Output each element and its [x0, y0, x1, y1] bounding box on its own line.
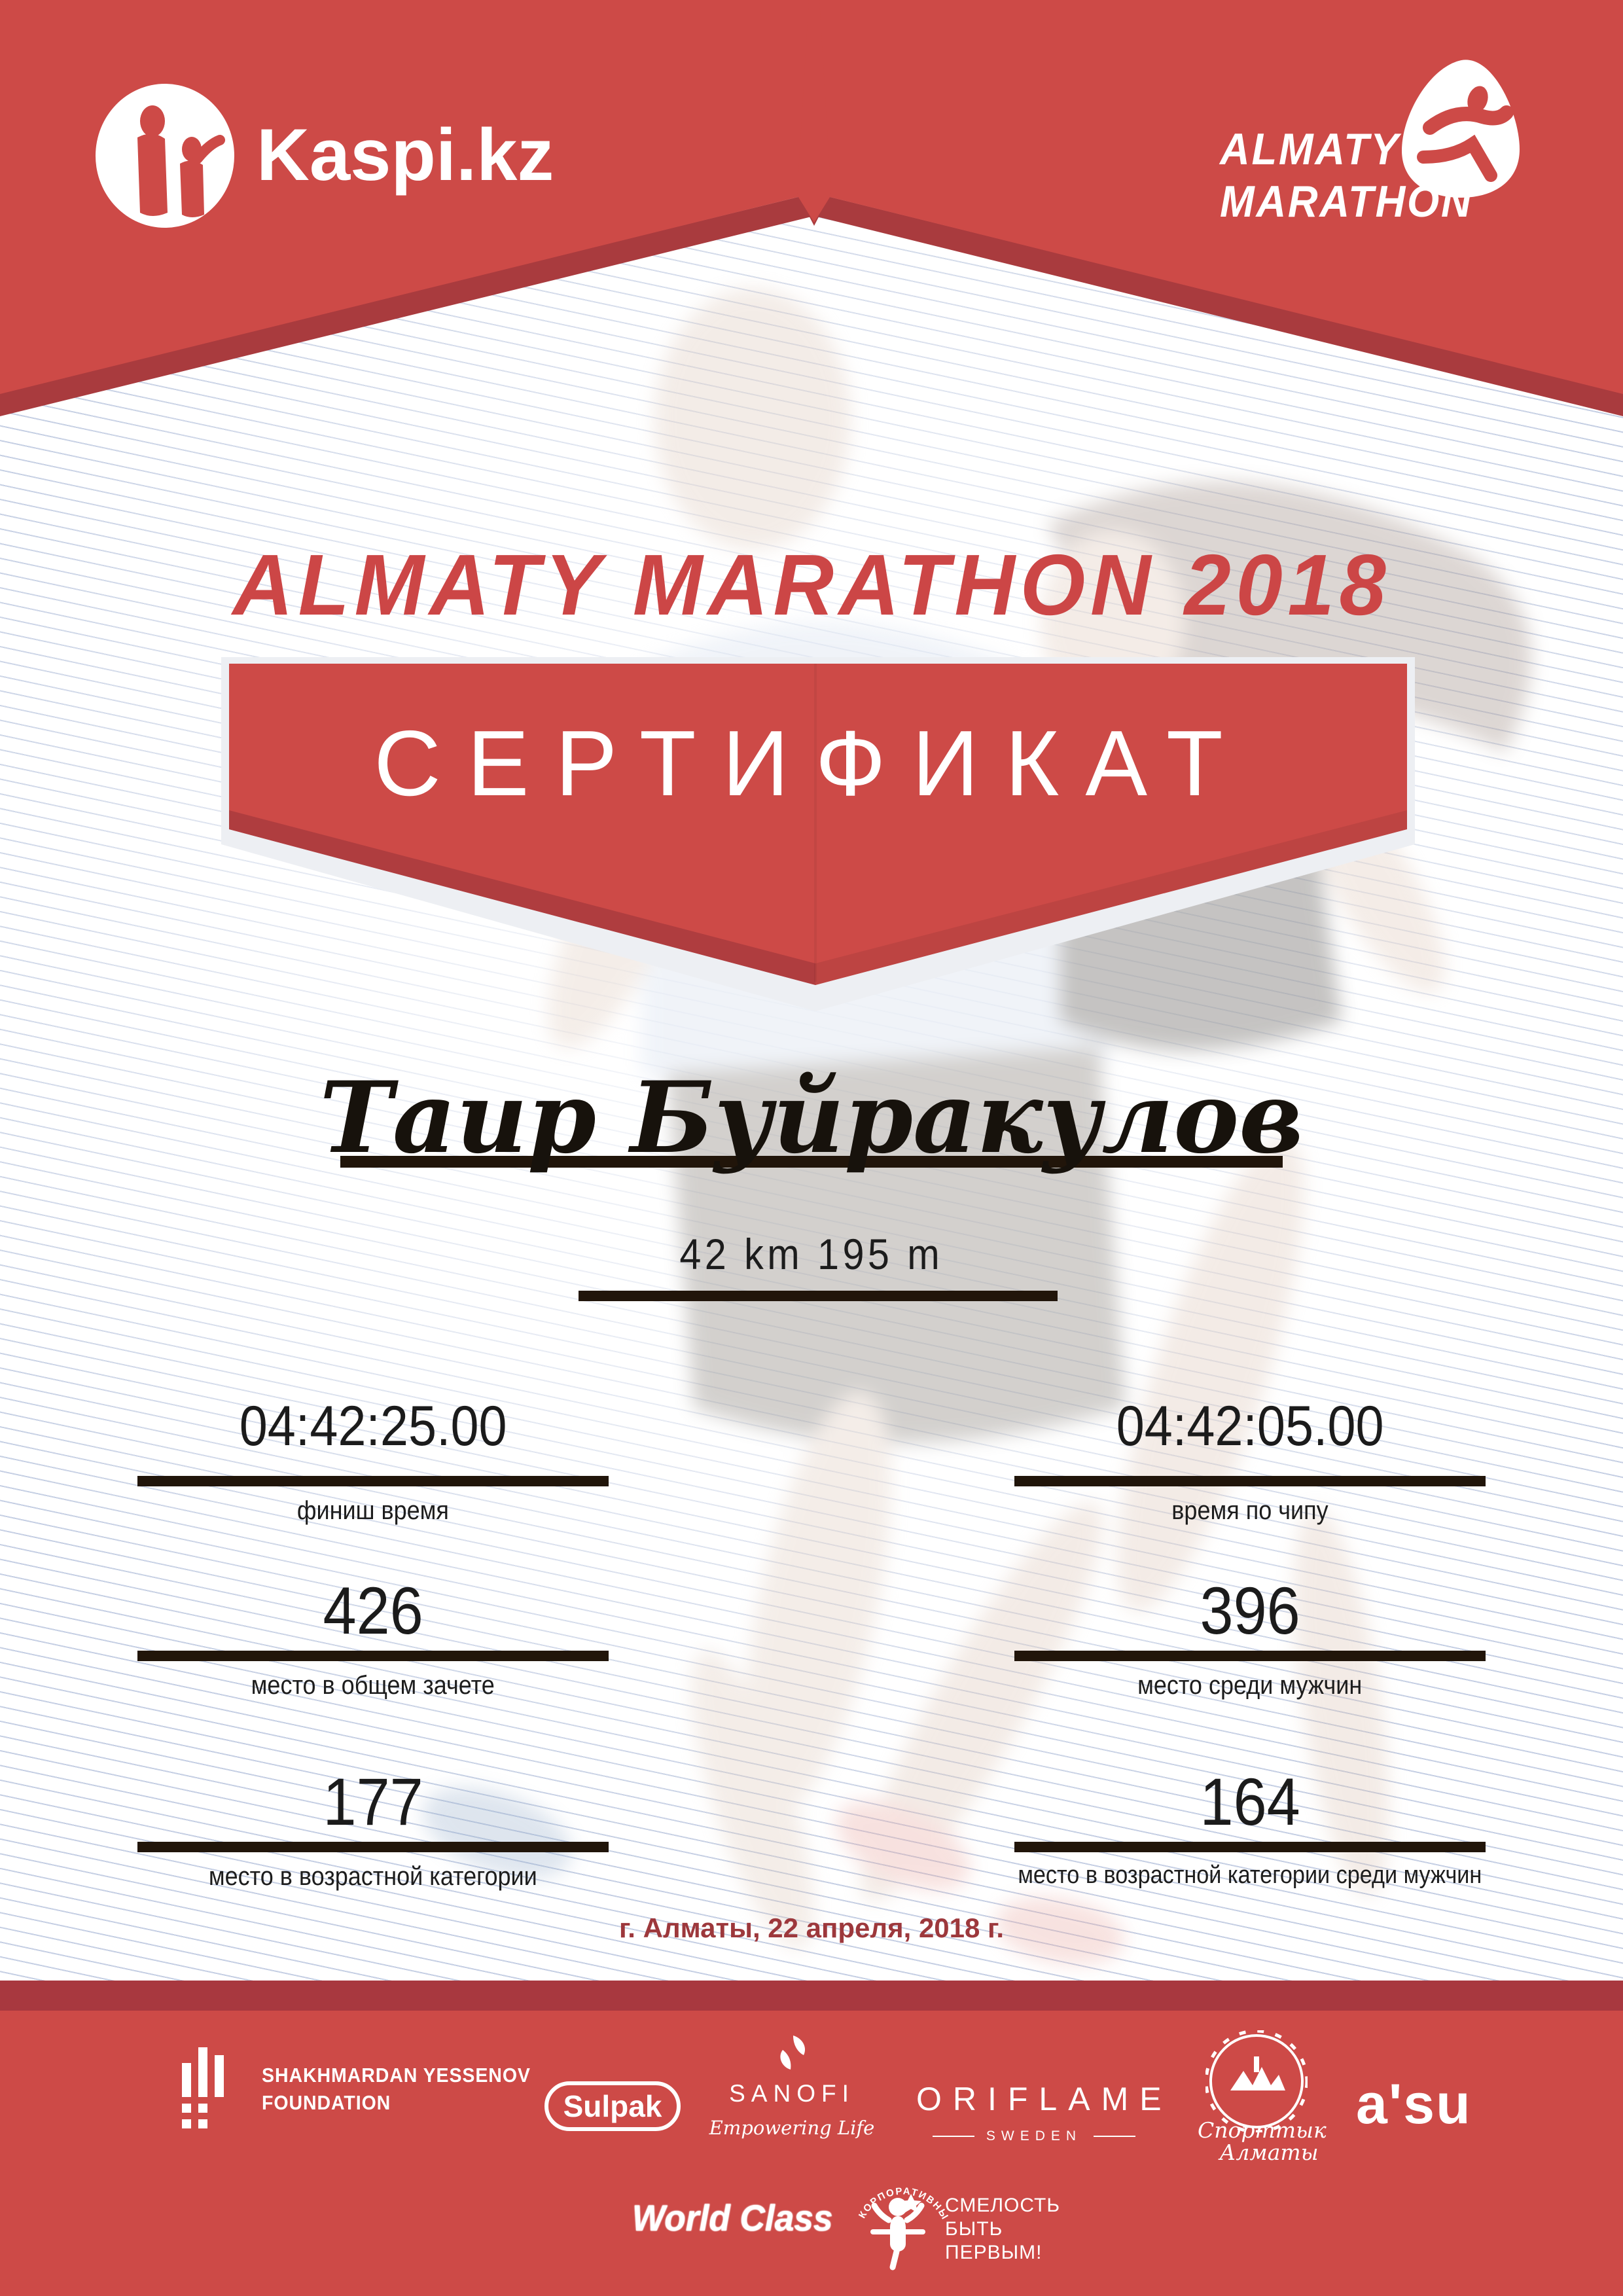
asu-logo: a'su [1356, 2073, 1472, 2136]
fund-line1: СМЕЛОСТЬ [945, 2195, 1061, 2216]
sulpak-logo: Sulpak [544, 2081, 681, 2131]
corporate-fund-text: СМЕЛОСТЬ БЫТЬ ПЕРВЫМ! [945, 2194, 1060, 2265]
date-location-line: г. Алматы, 22 апреля, 2018 г. [619, 1912, 1004, 1943]
footer-dark-stripe [0, 1981, 1623, 2011]
name-underline-bar [340, 1156, 1283, 1168]
sporttyk-line1: Спорттык [1198, 2117, 1327, 2143]
stat-finish-time-label: финиш время [296, 1496, 450, 1526]
almaty-marathon-logo-text: ALMATY MARATHON [1220, 123, 1492, 228]
distance-underline-bar [579, 1291, 1058, 1301]
sulpak-logo-text: Sulpak [563, 2089, 662, 2123]
sanofi-tagline: Empowering Life [709, 2117, 875, 2139]
stat-overall-place-value: 426 [323, 1573, 423, 1648]
yessenov-line1: SHAKHMARDAN YESSENOV [262, 2064, 531, 2087]
kaspi-logo-icon [96, 84, 234, 228]
stat-age-place: 177 место в возрастной категории [105, 1762, 641, 1892]
pennant-inner-shadow-right [815, 810, 1407, 985]
almaty-logo-line1: ALMATY [1220, 124, 1400, 174]
stat-finish-time-bar [137, 1476, 609, 1487]
header-left-shadow-edge [0, 193, 814, 416]
sporttyk-line2: Алматы [1219, 2140, 1319, 2165]
stat-age-place-bar [137, 1842, 609, 1853]
sanofi-bird-icon [780, 2036, 806, 2070]
sporttyk-almaty-emblem [1205, 2030, 1308, 2132]
stat-men-place: 396 место среди мужчин [982, 1571, 1518, 1700]
stat-age-place-value: 177 [323, 1765, 423, 1839]
stat-age-men-place: 164 место в возрастной категории среди м… [982, 1762, 1518, 1890]
distance: 42 km 195 m [679, 1230, 944, 1278]
sporttyk-almaty-text: Спорттык Алматы [1198, 2117, 1327, 2165]
fund-line3: ПЕРВЫМ! [945, 2242, 1043, 2263]
stat-finish-time: 04:42:25.00 финиш время [105, 1393, 641, 1526]
stat-men-place-bar [1014, 1651, 1486, 1662]
header-red-banner [0, 0, 1623, 394]
kaspi-logo-text: Kaspi.kz [257, 114, 554, 196]
sanofi-logo-text: SANOFI [729, 2080, 855, 2107]
oriflame-sweden-line: SWEDEN [916, 2128, 1152, 2144]
stat-age-men-place-bar [1014, 1842, 1486, 1853]
stat-men-place-label: место среди мужчин [1137, 1671, 1363, 1700]
almaty-logo-line2: MARATHON [1220, 177, 1473, 226]
stat-chip-time-bar [1014, 1476, 1486, 1487]
oriflame-sweden-text: SWEDEN [986, 2128, 1082, 2144]
almaty-marathon-logo-icon [1402, 60, 1520, 198]
pennant-inner-shadow-left [229, 810, 815, 985]
header-right-shadow-edge [814, 193, 1623, 416]
stat-men-place-value: 396 [1200, 1573, 1300, 1648]
stat-overall-place-label: место в общем зачете [251, 1671, 495, 1700]
stat-chip-time: 04:42:05.00 время по чипу [982, 1393, 1518, 1526]
oriflame-rule-right [1094, 2136, 1136, 2137]
corporate-fund-icon: КОРПОРАТИВНЫЙ ФОНД [851, 2160, 950, 2270]
stat-age-men-place-label: место в возрастной категории среди мужчи… [1018, 1861, 1482, 1890]
center-ribbon-spike [797, 0, 831, 223]
stat-chip-time-label: время по чипу [1171, 1496, 1329, 1526]
stat-overall-place: 426 место в общем зачете [105, 1571, 641, 1700]
footer-red-band [0, 2011, 1623, 2296]
oriflame-logo: ORIFLAME SWEDEN [916, 2080, 1173, 2144]
stat-overall-place-bar [137, 1651, 609, 1662]
stat-age-men-place-value: 164 [1200, 1765, 1300, 1839]
event-title: ALMATY MARATHON 2018 [232, 537, 1391, 633]
stat-chip-time-value: 04:42:05.00 [1116, 1395, 1384, 1458]
runner-name: Таир Буйракулов [319, 1060, 1304, 1175]
world-class-logo: World Class [632, 2197, 833, 2238]
certificate-banner-word: СЕРТИФИКАТ [374, 711, 1249, 816]
stat-finish-time-value: 04:42:25.00 [239, 1395, 507, 1458]
yessenov-line2: FOUNDATION [262, 2091, 391, 2114]
yessenov-foundation-text: SHAKHMARDAN YESSENOV FOUNDATION [262, 2062, 554, 2117]
oriflame-logo-text: ORIFLAME [916, 2081, 1173, 2117]
yessenov-foundation-icon [182, 2047, 224, 2128]
sanofi-logo: SANOFI Empowering Life [694, 2080, 890, 2139]
stat-age-place-label: место в возрастной категории [209, 1862, 537, 1892]
oriflame-rule-left [932, 2136, 974, 2137]
fund-line2: БЫТЬ [945, 2218, 1003, 2240]
